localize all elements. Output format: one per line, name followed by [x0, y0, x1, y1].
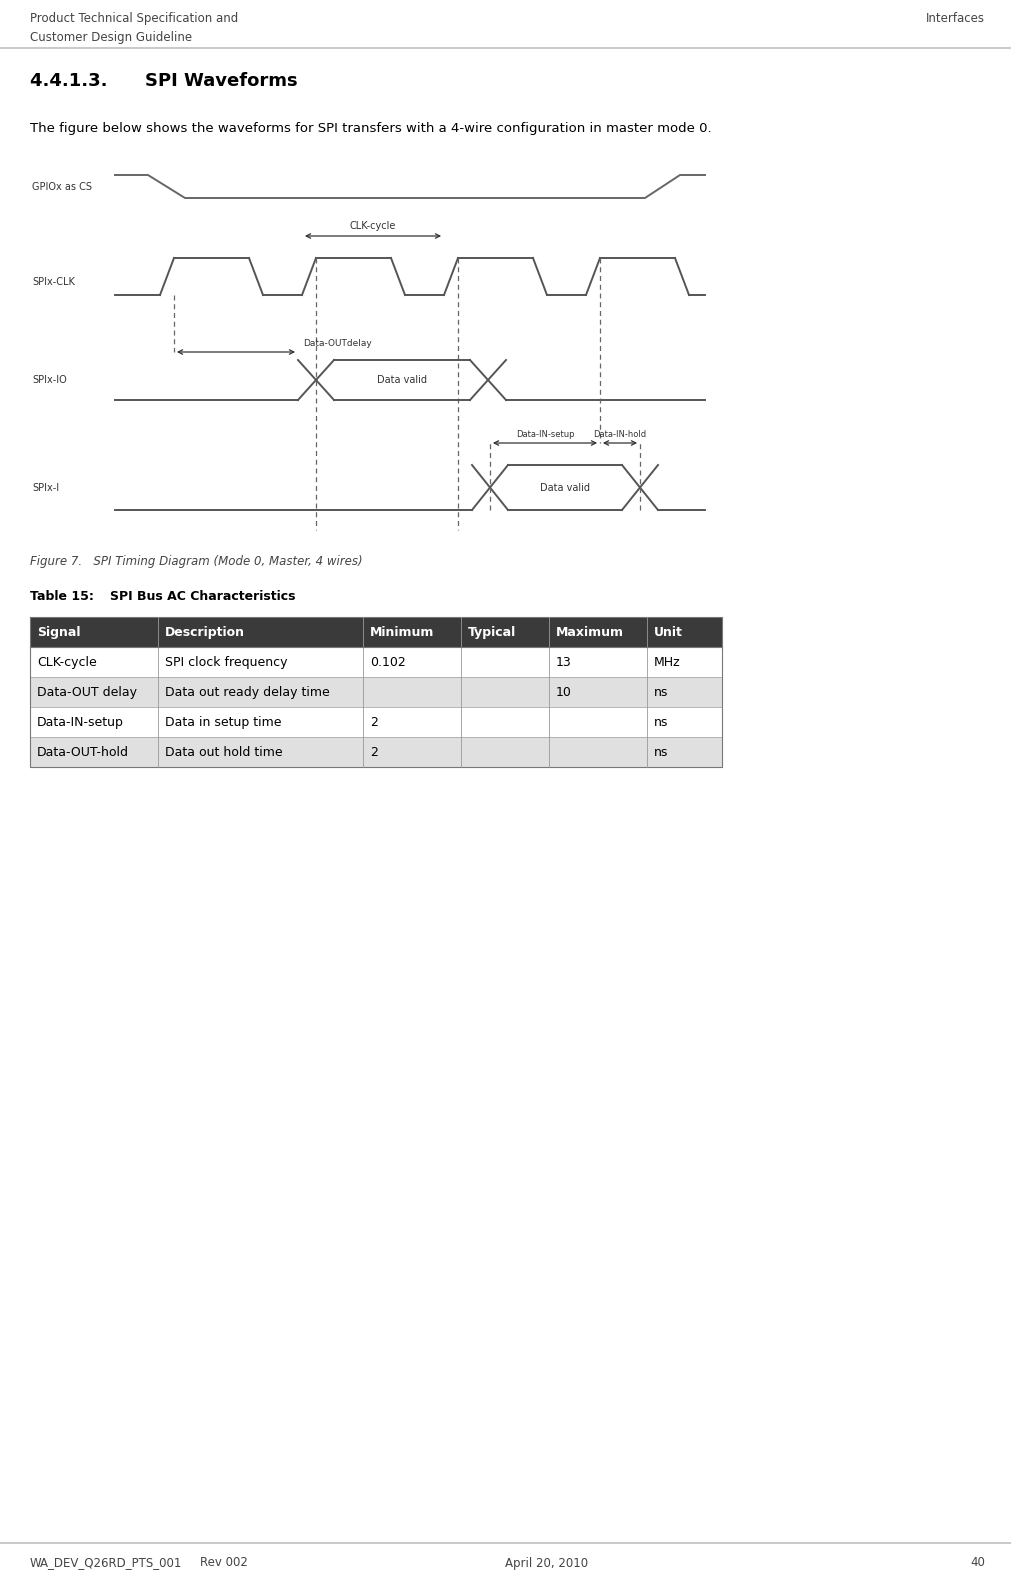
- Text: Signal: Signal: [37, 625, 81, 638]
- Text: Figure 7.   SPI Timing Diagram (Mode 0, Master, 4 wires): Figure 7. SPI Timing Diagram (Mode 0, Ma…: [30, 556, 363, 568]
- Text: Typical: Typical: [468, 625, 517, 638]
- Text: MHz: MHz: [654, 655, 680, 668]
- Bar: [30, 708, 722, 738]
- Text: GPIOx as CS: GPIOx as CS: [32, 182, 92, 192]
- Text: Data out ready delay time: Data out ready delay time: [165, 685, 330, 698]
- Text: CLK-cycle: CLK-cycle: [350, 222, 396, 231]
- Text: 2: 2: [370, 716, 378, 728]
- Text: The figure below shows the waveforms for SPI transfers with a 4-wire configurati: The figure below shows the waveforms for…: [30, 122, 712, 135]
- Text: 40: 40: [971, 1556, 985, 1569]
- Bar: [30, 617, 722, 647]
- Text: Unit: Unit: [654, 625, 682, 638]
- Text: ns: ns: [654, 685, 668, 698]
- Text: 4.4.1.3.      SPI Waveforms: 4.4.1.3. SPI Waveforms: [30, 71, 297, 90]
- Text: Description: Description: [165, 625, 245, 638]
- Text: CLK-cycle: CLK-cycle: [37, 655, 97, 668]
- Text: 0.102: 0.102: [370, 655, 405, 668]
- Text: Table 15:: Table 15:: [30, 590, 94, 603]
- Text: 10: 10: [556, 685, 572, 698]
- Text: Data valid: Data valid: [540, 483, 590, 492]
- Text: SPI Bus AC Characteristics: SPI Bus AC Characteristics: [110, 590, 295, 603]
- Text: Data in setup time: Data in setup time: [165, 716, 281, 728]
- Bar: [30, 647, 722, 678]
- Text: 13: 13: [556, 655, 572, 668]
- Text: SPIx-CLK: SPIx-CLK: [32, 277, 75, 287]
- Text: Data-OUT-hold: Data-OUT-hold: [37, 746, 129, 758]
- Text: WA_DEV_Q26RD_PTS_001: WA_DEV_Q26RD_PTS_001: [30, 1556, 182, 1569]
- Text: Data out hold time: Data out hold time: [165, 746, 283, 758]
- Text: April 20, 2010: April 20, 2010: [506, 1556, 588, 1569]
- Text: SPIx-IO: SPIx-IO: [32, 375, 67, 385]
- Text: Data-IN-setup: Data-IN-setup: [516, 431, 574, 438]
- Text: SPI clock frequency: SPI clock frequency: [165, 655, 287, 668]
- Bar: [30, 678, 722, 708]
- Text: SPIx-I: SPIx-I: [32, 483, 59, 492]
- Text: Data valid: Data valid: [377, 375, 427, 385]
- Text: Maximum: Maximum: [556, 625, 624, 638]
- Text: Data-IN-hold: Data-IN-hold: [593, 431, 647, 438]
- Text: 2: 2: [370, 746, 378, 758]
- Text: ns: ns: [654, 746, 668, 758]
- Text: Data-IN-setup: Data-IN-setup: [37, 716, 124, 728]
- Text: Data-OUTdelay: Data-OUTdelay: [303, 339, 372, 348]
- Text: Rev 002: Rev 002: [200, 1556, 248, 1569]
- Text: Product Technical Specification and
Customer Design Guideline: Product Technical Specification and Cust…: [30, 13, 239, 44]
- Text: Interfaces: Interfaces: [926, 13, 985, 25]
- Bar: [30, 738, 722, 768]
- Text: Minimum: Minimum: [370, 625, 435, 638]
- Text: ns: ns: [654, 716, 668, 728]
- Text: Data-OUT delay: Data-OUT delay: [37, 685, 137, 698]
